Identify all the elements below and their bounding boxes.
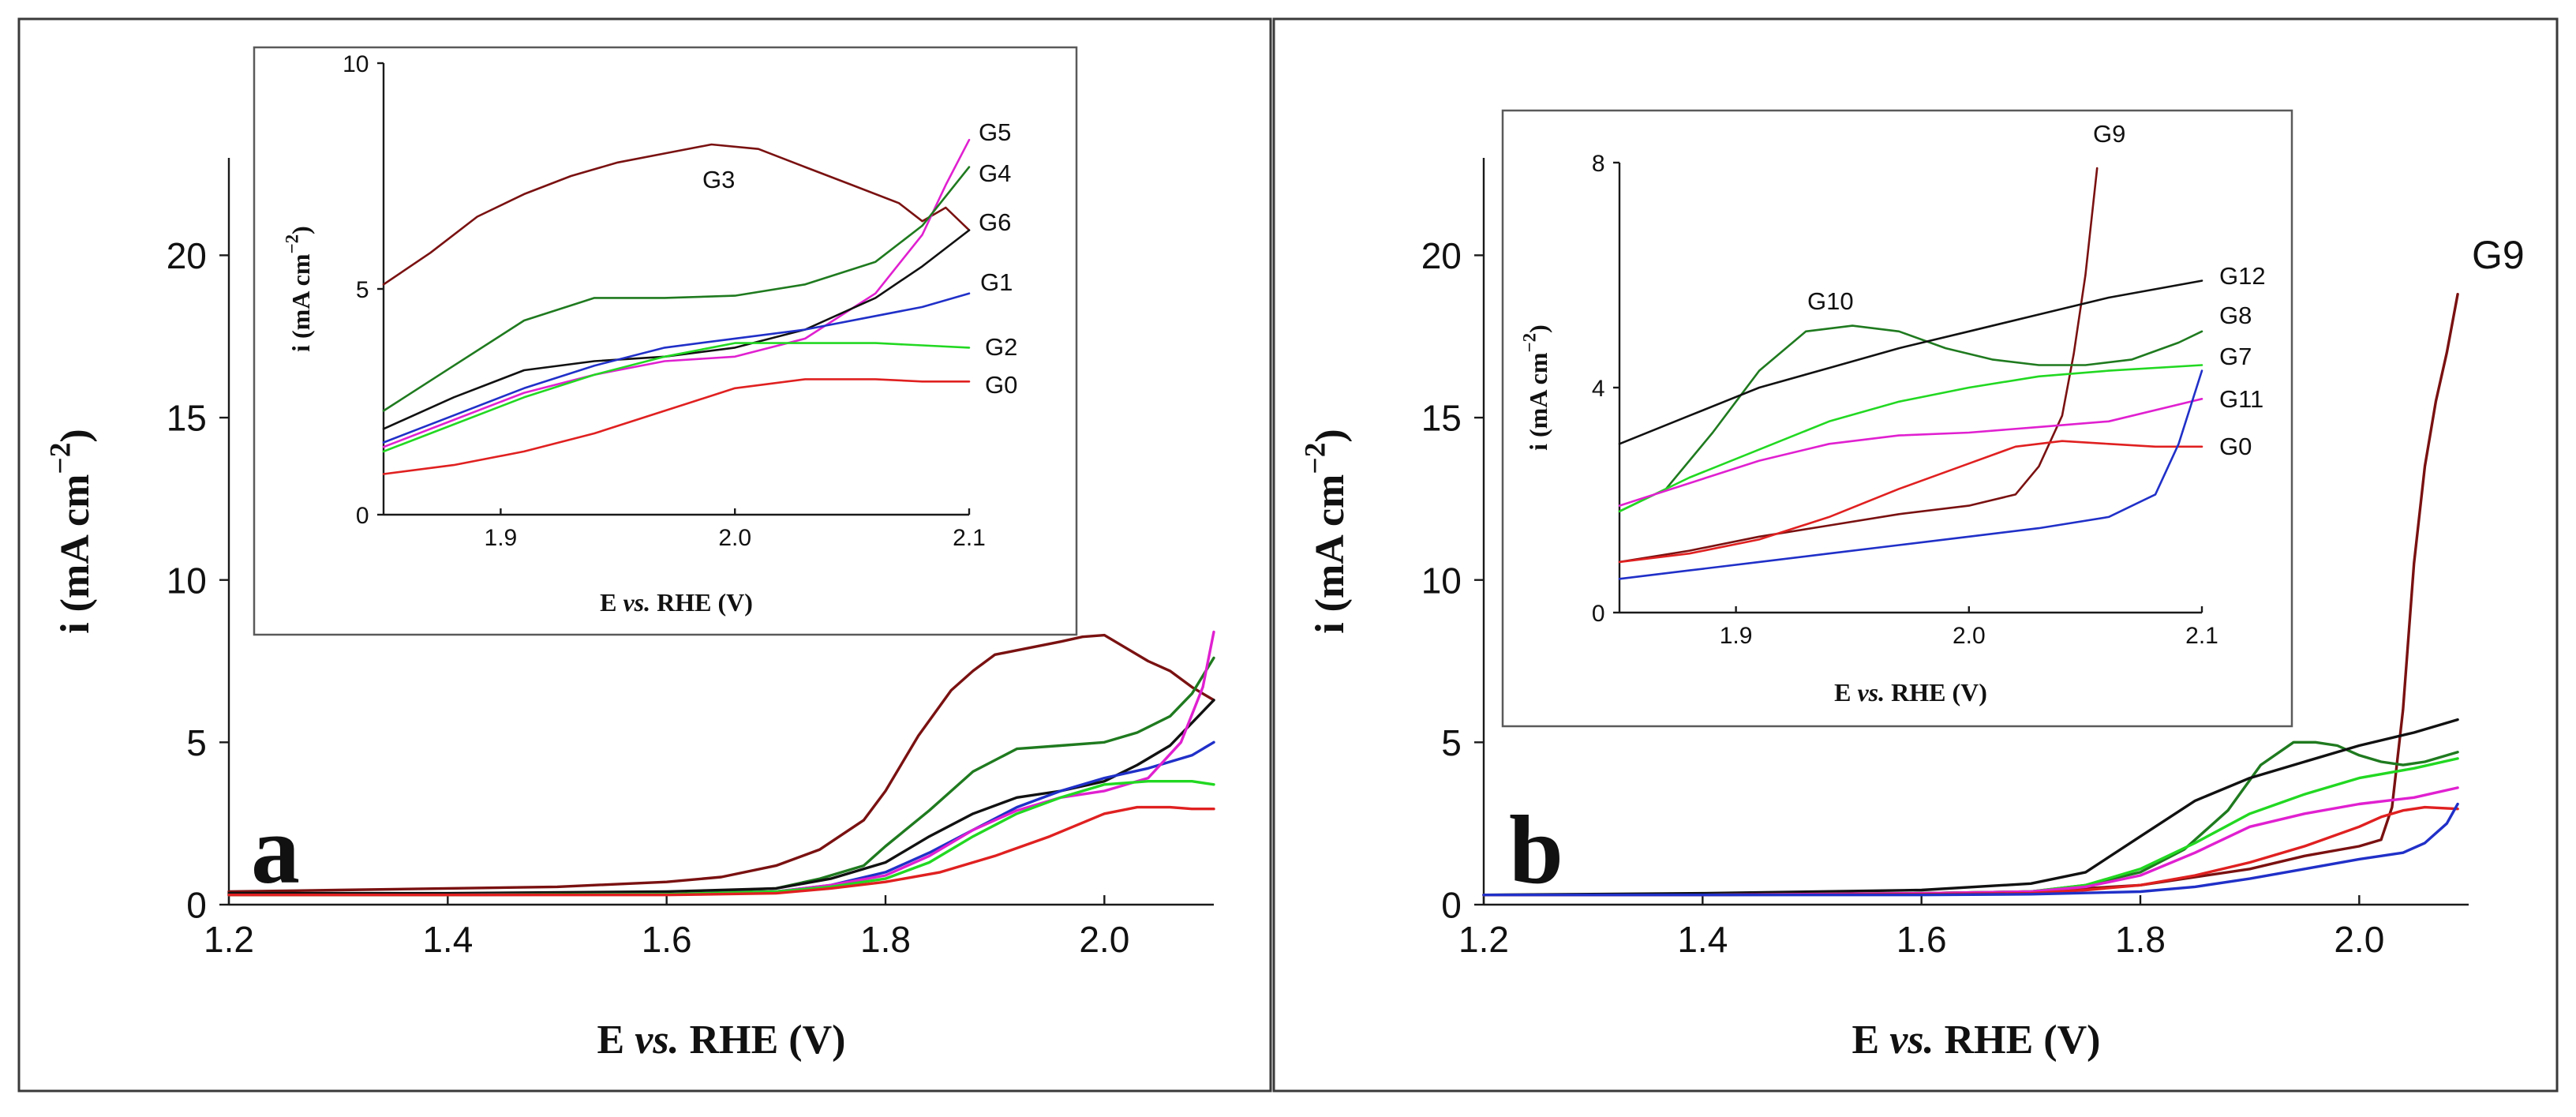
panel-a-main-y-tick-label: 10 [167,560,207,601]
panel-a-letter: a [251,796,300,904]
panel-a-main-plot: 1.2 1.4 1.6 1.8 2.0 0 5 10 15 20 E vs. RHE (V) i (m… [45,158,1215,1063]
panel-b-main-series-line-4 [1482,786,2459,897]
panel-b-main-plot: 1.2 1.4 1.6 1.8 2.0 0 5 10 15 20 E vs. RHE (V) i (m… [1300,158,2525,1063]
panel-a-inset-series-label-g1: G1 [980,268,1013,296]
panel-a-main-x-tick-label: 1.8 [860,919,911,960]
panel-b-main-series-line-2 [1482,718,2459,897]
panel-b-main-y-tick-label: 10 [1421,560,1462,601]
panel-b-inset-series-g7 [1618,364,2203,513]
panel-b-inset-x-tick-label: 2.0 [1953,623,1986,649]
panel-b-inset-series-g12 [1618,279,2203,445]
panel-a-main-x-axis-title: E vs. RHE (V) [597,1018,846,1063]
panel-a-inset-series-label-g4: G4 [979,159,1011,187]
panel-b-main-x-tick-label: 1.4 [1677,919,1728,960]
panel-a-main-y-axis-title: i (mA cm−2) [45,429,98,634]
panel-b-main-y-tick-label: 20 [1421,235,1462,276]
panel-b-inset-frame [1501,109,2293,728]
panel-a-inset-x-axis-title: E vs. RHE (V) [600,588,753,617]
panel-a-inset-series-label-g6: G6 [979,208,1011,236]
panel-b-frame [1272,17,2559,1093]
panel-a-inset-series-label-g3: G3 [702,166,735,193]
panel-b-inset-x-axis-title: E vs. RHE (V) [1834,678,1987,707]
panel-b-main-y-tick-label: 15 [1421,398,1462,439]
panel-b-inset-plot: 1.9 2.0 2.1 0 4 8 E vs. RHE (V) i (mA cm−2) G9 G1… [1519,120,2266,707]
panel-b: 1.2 1.4 1.6 1.8 2.0 0 5 10 15 20 E vs. RHE (V) i (m… [1272,17,2559,1093]
panel-b-inset-y-axis-title: i (mA cm−2) [1519,324,1552,451]
panel-b-main-series-line-6 [1482,802,2459,897]
panel-a-main-series-line-2 [227,699,1215,895]
panel-a-inset-series-label-g5: G5 [979,118,1011,146]
panel-a-main-x-tick-label: 2.0 [1079,919,1129,960]
panel-b-inset-series-label-g11: G11 [2219,385,2263,413]
panel-a-main-series-line-3 [227,740,1215,897]
panel-a-inset-y-tick-label: 10 [343,51,369,77]
panel-b-main-series-label-g9: G9 [2472,233,2525,277]
panel-b-inset-series-label-g10: G10 [1807,287,1854,315]
panel-a-inset-series-g5 [382,138,971,448]
panel-b-main-y-axis-title: i (mA cm−2) [1300,429,1353,634]
panel-a-main-x-tick-label: 1.4 [422,919,473,960]
panel-b-inset-series-g0 [1618,369,2203,580]
panel-a-inset-y-axis-title: i (mA cm−2) [282,226,315,352]
panel-b-inset-y-tick-label: 8 [1592,151,1605,177]
panel-a-inset-x-tick-label: 2.1 [953,525,986,551]
panel-a-inset-series-label-g2: G2 [985,333,1017,361]
panel-b-inset-series-label-g7: G7 [2219,343,2252,370]
panel-b-inset-y-tick-label: 0 [1592,601,1605,627]
panel-b-main-x-tick-label: 2.0 [2334,919,2384,960]
panel-a-inset-series-g4 [382,166,971,412]
panel-a-main-y-tick-label: 5 [186,722,207,763]
panel-a-main-y-tick-label: 20 [167,235,207,276]
panel-a-inset-frame [253,46,1078,636]
panel-b-inset-x-tick-label: 1.9 [1720,623,1753,649]
panel-b-inset-y-tick-label: 4 [1592,376,1605,402]
panel-b-inset-series-label-g8: G8 [2219,302,2252,329]
panel-a-inset-series-g0 [382,378,971,475]
panel-a-main-y-tick-label: 15 [167,398,207,439]
panel-b-main-x-tick-label: 1.2 [1458,919,1509,960]
panel-b-inset-series-g11 [1618,397,2203,507]
panel-b-letter: b [1509,796,1563,904]
panel-b-inset-x-tick-label: 2.1 [2185,623,2218,649]
panel-b-inset-series-label-g9: G9 [2093,120,2125,148]
panel-a-inset-series-g1 [382,292,971,444]
panel-a-inset-series-label-g0: G0 [985,371,1017,399]
panel-a: 1.2 1.4 1.6 1.8 2.0 0 5 10 15 20 E vs. RHE (V) i (m… [17,17,1272,1093]
panel-a-main-series-line-4 [227,630,1215,897]
panel-b-inset-series-label-g12: G12 [2219,262,2266,290]
panel-b-inset-series-g8 [1618,440,2203,564]
panel-a-main-x-tick-label: 1.6 [642,919,692,960]
panel-a-main-series-line-1 [227,656,1215,897]
panel-b-main-x-tick-label: 1.6 [1896,919,1947,960]
panel-b-main-y-tick-label: 5 [1441,722,1462,763]
panel-a-inset-series-g6 [382,229,971,430]
panel-b-inset-series-g10 [1618,324,2203,513]
panel-b-inset-series-label-g0: G0 [2219,433,2252,460]
panel-b-main-series-line-1 [1482,740,2459,897]
panel-b-inset-series-g9 [1618,167,2099,564]
panel-a-main-series-line-6 [227,805,1215,897]
panel-a-main-y-tick-label: 0 [186,885,207,926]
panel-a-inset-x-tick-label: 2.0 [718,525,751,551]
panel-a-main-series-line-0 [227,633,1215,894]
panel-a-inset-series-g3 [382,143,971,286]
panel-a-inset-series-g2 [382,342,971,453]
panel-b-main-series-line-3 [1482,757,2459,897]
panel-a-inset-x-tick-label: 1.9 [485,525,518,551]
panel-b-main-x-tick-label: 1.8 [2115,919,2166,960]
panel-b-main-y-tick-label: 0 [1441,885,1462,926]
panel-b-main-series-line-5 [1482,805,2459,897]
panel-a-main-x-tick-label: 1.2 [204,919,254,960]
panel-a-inset-y-tick-label: 5 [356,277,369,303]
panel-a-inset-y-tick-label: 0 [356,503,369,529]
panel-a-frame [17,17,1272,1093]
panel-b-main-x-axis-title: E vs. RHE (V) [1852,1018,2101,1063]
panel-a-inset-plot: 1.9 2.0 2.1 0 5 10 E vs. RHE (V) i (mA cm−2) G3 G… [282,51,1018,617]
